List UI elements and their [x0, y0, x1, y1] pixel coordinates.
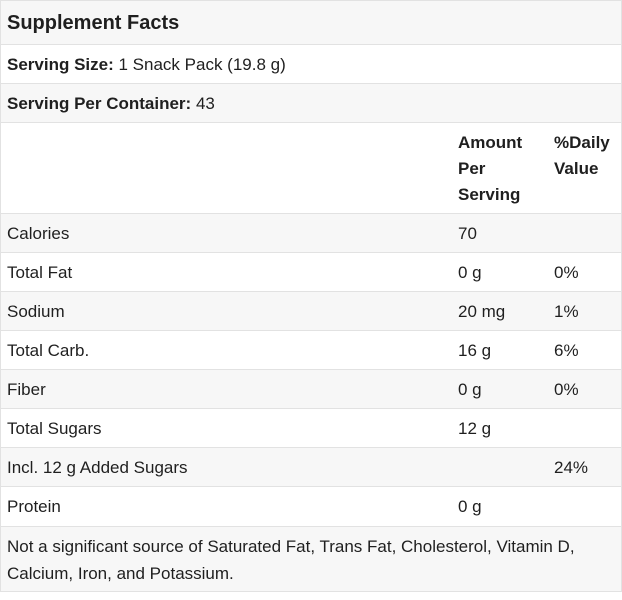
nutrient-daily-value: 24%	[554, 458, 589, 477]
nutrient-name: Sodium	[7, 302, 65, 321]
nutrient-amount: 12 g	[458, 419, 492, 438]
nutrient-name: Total Carb.	[7, 341, 90, 360]
nutrient-row-protein: Protein 0 g	[1, 487, 621, 527]
nutrient-amount: 0 g	[458, 263, 482, 282]
nutrient-row-added-sugars: Incl. 12 g Added Sugars 24%	[1, 448, 621, 487]
nutrient-row-total-sugars: Total Sugars 12 g	[1, 409, 621, 448]
nutrient-name: Incl. 12 g Added Sugars	[7, 458, 188, 477]
nutrient-name: Calories	[7, 224, 70, 243]
servings-per-container: Serving Per Container: 43	[7, 91, 215, 117]
nutrient-daily-value: 6%	[554, 341, 579, 360]
amount-header-line: Per	[458, 159, 486, 178]
column-header-row: Amount Per Serving %Daily Value	[1, 123, 621, 214]
nutrient-daily-value: 0%	[554, 380, 579, 399]
serving-size-row: Serving Size: 1 Snack Pack (19.8 g)	[1, 45, 621, 84]
amount-per-serving-header: Amount Per Serving	[458, 130, 538, 208]
nutrient-amount: 0 g	[458, 380, 482, 399]
nutrient-row-total-carb: Total Carb. 16 g 6%	[1, 331, 621, 370]
nutrient-row-fiber: Fiber 0 g 0%	[1, 370, 621, 409]
nutrient-amount: 20 mg	[458, 302, 506, 321]
daily-value-header: %Daily Value	[554, 130, 622, 182]
nutrient-name: Total Sugars	[7, 419, 102, 438]
footnote-row: Not a significant source of Saturated Fa…	[1, 527, 621, 591]
nutrient-name: Fiber	[7, 380, 46, 399]
nutrient-amount: 0 g	[458, 497, 482, 516]
serving-size-value: 1 Snack Pack (19.8 g)	[118, 55, 286, 74]
nutrient-row-total-fat: Total Fat 0 g 0%	[1, 253, 621, 292]
servings-per-container-label: Serving Per Container:	[7, 94, 192, 113]
daily-value-header-line: %Daily	[554, 133, 610, 152]
servings-per-container-row: Serving Per Container: 43	[1, 84, 621, 123]
serving-size: Serving Size: 1 Snack Pack (19.8 g)	[7, 52, 286, 78]
nutrient-name: Total Fat	[7, 263, 73, 282]
nutrient-daily-value: 0%	[554, 263, 579, 282]
nutrient-row-sodium: Sodium 20 mg 1%	[1, 292, 621, 331]
nutrient-daily-value: 1%	[554, 302, 579, 321]
amount-header-line: Amount	[458, 133, 523, 152]
nutrient-amount: 16 g	[458, 341, 492, 360]
serving-size-label: Serving Size:	[7, 55, 114, 74]
footnote-text: Not a significant source of Saturated Fa…	[7, 537, 575, 583]
facts-title: Supplement Facts	[7, 12, 180, 34]
daily-value-header-line: Value	[554, 159, 599, 178]
servings-per-container-value: 43	[195, 94, 215, 113]
nutrient-row-calories: Calories 70	[1, 214, 621, 253]
nutrient-amount: 70	[458, 224, 477, 243]
nutrient-name: Protein	[7, 497, 61, 516]
amount-header-line: Serving	[458, 185, 521, 204]
facts-title-row: Supplement Facts	[1, 1, 621, 45]
